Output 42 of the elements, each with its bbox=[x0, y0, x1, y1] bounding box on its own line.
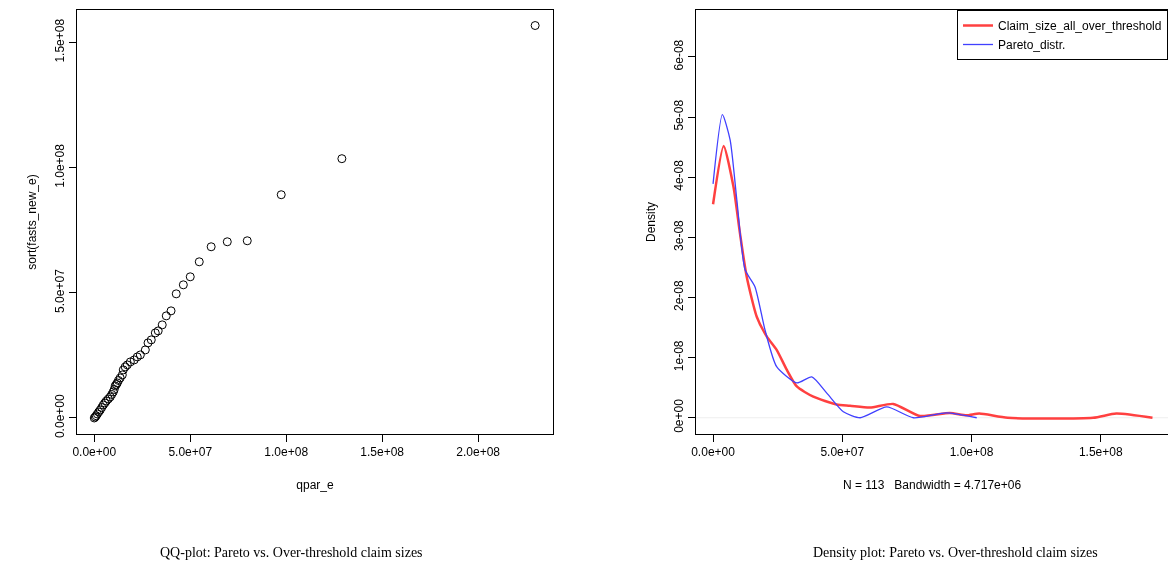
legend-label: Claim_size_all_over_threshold bbox=[998, 19, 1162, 34]
point bbox=[157, 320, 167, 330]
y-tick-label: 0e+00 bbox=[672, 398, 687, 433]
point bbox=[242, 236, 252, 246]
point bbox=[337, 154, 347, 164]
legend-label: Pareto_distr. bbox=[998, 38, 1066, 53]
y-tick-label: 1.0e+08 bbox=[53, 143, 68, 188]
x-tick-label: 1.5e+08 bbox=[360, 445, 405, 460]
text: QQ-plot: Pareto vs. Over-threshold claim sizes bbox=[160, 545, 423, 560]
x-tick-label: 1.0e+08 bbox=[264, 445, 309, 460]
point bbox=[530, 21, 540, 31]
point bbox=[140, 345, 150, 355]
point bbox=[185, 272, 195, 282]
point bbox=[171, 289, 181, 299]
x-tick-label: 5.0e+07 bbox=[168, 445, 213, 460]
y-tick-label: 3e-08 bbox=[672, 219, 687, 251]
y-tick-label: 2e-08 bbox=[672, 280, 687, 312]
y-tick-label: 5e-08 bbox=[672, 99, 687, 131]
y-tick-label: 5.0e+07 bbox=[53, 268, 68, 313]
y-axis-title: sort(fasts_new_e) bbox=[24, 174, 39, 270]
point bbox=[206, 242, 216, 252]
text: Density plot: Pareto vs. Over-threshold claim sizes bbox=[813, 545, 1098, 560]
point bbox=[161, 311, 171, 321]
point bbox=[276, 190, 286, 200]
point bbox=[194, 257, 204, 267]
y-tick-label: 4e-08 bbox=[672, 159, 687, 191]
point bbox=[222, 237, 232, 247]
x-tick-label: 2.0e+08 bbox=[456, 445, 501, 460]
x-axis-title: N = 113 Bandwidth = 4.717e+06 bbox=[842, 478, 1022, 493]
x-axis-title: qpar_e bbox=[296, 478, 334, 493]
x-tick-label: 1.0e+08 bbox=[949, 445, 994, 460]
y-tick-label: 1.5e+08 bbox=[53, 18, 68, 63]
y-tick-label: 1e-08 bbox=[672, 340, 687, 372]
x-tick-label: 0.0e+00 bbox=[72, 445, 117, 460]
x-tick-label: 1.5e+08 bbox=[1078, 445, 1123, 460]
y-axis-title: Density bbox=[643, 201, 658, 243]
x-tick-label: 0.0e+00 bbox=[691, 445, 736, 460]
line-series bbox=[712, 114, 978, 419]
x-tick-label: 5.0e+07 bbox=[820, 445, 865, 460]
y-tick-label: 6e-08 bbox=[672, 39, 687, 71]
point bbox=[178, 280, 188, 290]
point bbox=[166, 306, 176, 316]
